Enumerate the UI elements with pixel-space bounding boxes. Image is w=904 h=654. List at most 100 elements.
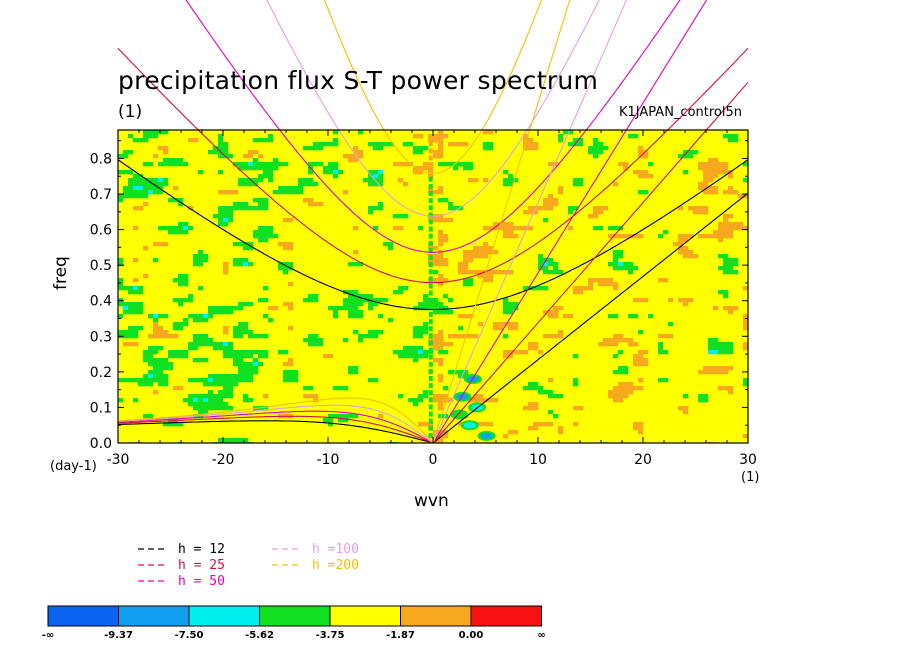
field-cell bbox=[598, 210, 604, 215]
field-cell bbox=[628, 314, 634, 319]
field-cell bbox=[553, 198, 559, 203]
field-cell bbox=[313, 294, 319, 299]
field-cell bbox=[203, 338, 209, 343]
field-cell bbox=[153, 374, 159, 379]
field-cell bbox=[123, 170, 129, 175]
field-cell bbox=[713, 350, 719, 355]
field-cell bbox=[598, 282, 604, 287]
field-cell bbox=[118, 330, 124, 335]
field-cell bbox=[238, 370, 244, 375]
field-cell bbox=[433, 254, 439, 259]
field-cell bbox=[718, 234, 724, 239]
field-cell bbox=[283, 374, 289, 379]
field-cell bbox=[138, 290, 144, 295]
field-cell bbox=[298, 190, 304, 195]
field-cell bbox=[203, 254, 209, 259]
field-cell bbox=[118, 262, 124, 267]
field-cell bbox=[438, 134, 444, 139]
field-cell bbox=[293, 374, 299, 379]
field-cell bbox=[473, 270, 479, 275]
field-cell bbox=[373, 206, 379, 211]
field-cell bbox=[448, 162, 454, 167]
field-cell bbox=[438, 218, 444, 223]
field-cell bbox=[238, 306, 244, 311]
field-cell bbox=[548, 394, 554, 399]
field-cell bbox=[458, 422, 464, 427]
field-cell bbox=[728, 258, 734, 263]
y-tick-label: 0.2 bbox=[90, 365, 112, 381]
field-cell bbox=[648, 162, 654, 167]
field-cell bbox=[728, 270, 734, 275]
field-cell bbox=[428, 422, 434, 427]
field-cell bbox=[703, 170, 709, 175]
field-cell bbox=[373, 334, 379, 339]
field-cell bbox=[303, 338, 309, 343]
field-cell bbox=[718, 266, 724, 271]
field-cell bbox=[493, 322, 499, 327]
field-cell bbox=[428, 411, 433, 417]
field-cell bbox=[223, 146, 229, 151]
field-cell bbox=[533, 402, 539, 407]
field-cell bbox=[548, 310, 554, 315]
field-cell bbox=[313, 146, 319, 151]
field-cell bbox=[243, 206, 249, 211]
field-cell bbox=[138, 182, 144, 187]
field-cell bbox=[608, 282, 614, 287]
field-cell bbox=[158, 374, 164, 379]
field-cell bbox=[358, 150, 364, 155]
field-cell bbox=[213, 402, 219, 407]
field-cell bbox=[548, 270, 554, 275]
field-cell bbox=[683, 246, 689, 251]
field-cell bbox=[693, 150, 699, 155]
field-cell bbox=[423, 322, 429, 327]
field-cell bbox=[628, 386, 634, 391]
field-cell bbox=[353, 146, 359, 151]
field-cell bbox=[728, 222, 734, 227]
field-cell bbox=[733, 306, 739, 311]
field-cell bbox=[158, 334, 164, 339]
field-cell bbox=[608, 226, 614, 231]
field-cell bbox=[418, 306, 424, 311]
field-cell bbox=[198, 402, 204, 407]
field-cell bbox=[578, 178, 584, 183]
field-cell bbox=[223, 342, 229, 347]
field-cell bbox=[618, 370, 624, 375]
field-cell bbox=[683, 170, 689, 175]
field-cell bbox=[373, 298, 379, 303]
field-cell bbox=[208, 382, 214, 387]
field-cell bbox=[258, 226, 264, 231]
field-cell bbox=[238, 182, 244, 187]
field-cell bbox=[718, 254, 724, 259]
field-cell bbox=[723, 214, 729, 219]
field-cell bbox=[548, 334, 554, 339]
field-cell bbox=[743, 286, 748, 291]
field-cell bbox=[328, 422, 334, 427]
field-cell bbox=[513, 302, 519, 307]
field-cell bbox=[718, 166, 724, 171]
field-cell bbox=[728, 186, 734, 191]
field-cell bbox=[268, 306, 274, 311]
field-cell bbox=[538, 286, 544, 291]
field-cell bbox=[433, 278, 439, 283]
field-cell bbox=[493, 222, 499, 227]
field-cell bbox=[593, 206, 599, 211]
field-cell bbox=[138, 306, 144, 311]
field-cell bbox=[468, 314, 474, 319]
field-cell bbox=[723, 170, 729, 175]
field-cell bbox=[258, 206, 264, 211]
field-cell bbox=[228, 346, 234, 351]
field-cell bbox=[383, 142, 389, 147]
field-cell bbox=[333, 162, 339, 167]
field-cell bbox=[708, 234, 714, 239]
field-cell bbox=[598, 342, 604, 347]
field-cell bbox=[428, 375, 433, 381]
field-cell bbox=[538, 258, 544, 263]
field-cell bbox=[453, 142, 459, 147]
field-cell bbox=[218, 214, 224, 219]
field-cell bbox=[238, 162, 244, 167]
field-cell bbox=[123, 154, 129, 159]
field-cell bbox=[503, 334, 509, 339]
field-cell bbox=[303, 298, 309, 303]
field-cell bbox=[628, 266, 634, 271]
field-cell bbox=[428, 169, 433, 175]
